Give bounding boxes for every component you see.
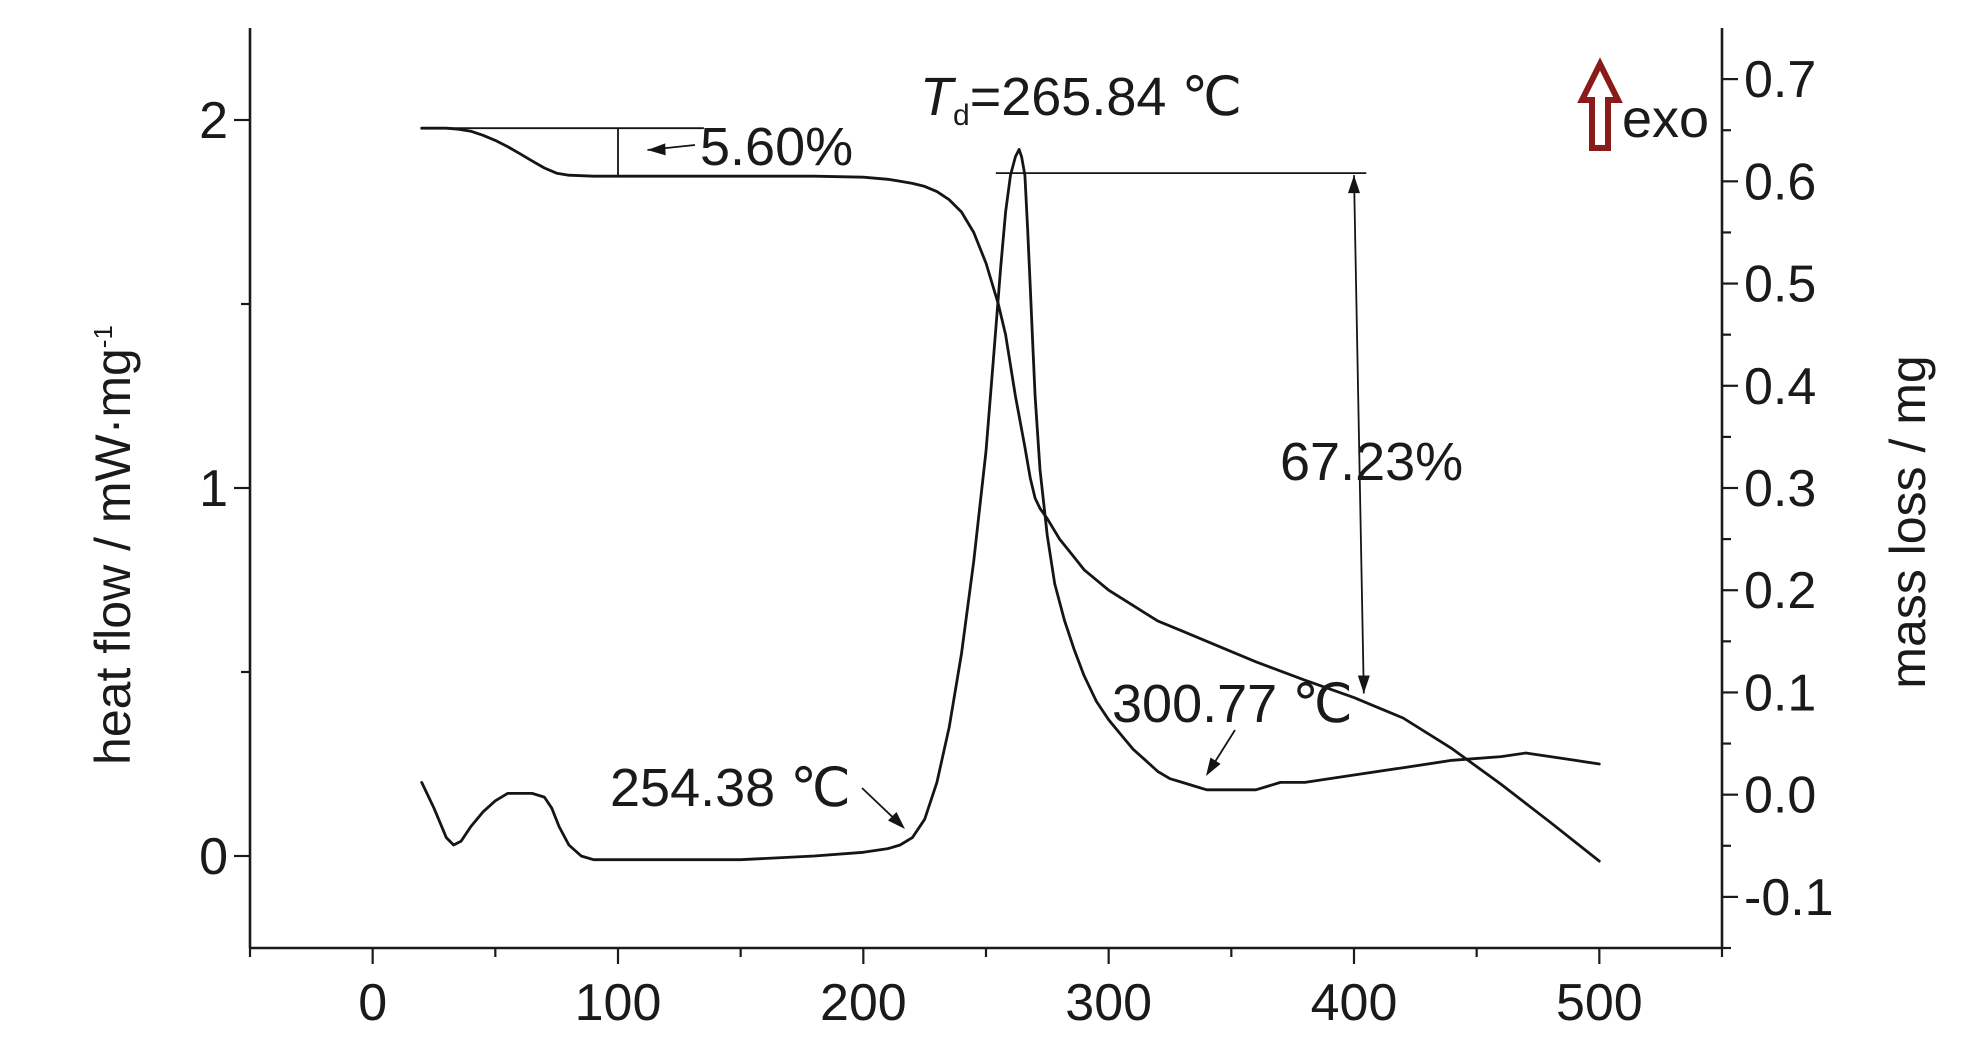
- y-right-tick-label: 0.7: [1744, 51, 1816, 109]
- tg-curve: [420, 126, 1601, 863]
- y-right-tick-label: 0.6: [1744, 153, 1816, 211]
- x-tick-label: 500: [1556, 974, 1643, 1032]
- series: [420, 126, 1601, 863]
- y-right-tick-label: 0.3: [1744, 460, 1816, 518]
- dsc-curve: [420, 147, 1601, 862]
- y-right-tick-label: 0.1: [1744, 664, 1816, 722]
- y-left-tick-label: 0: [199, 828, 228, 886]
- step2-arrowhead-down: [1357, 675, 1370, 694]
- step2-double-arrow: [1353, 175, 1365, 694]
- end-arrowhead: [1206, 757, 1221, 776]
- td-label: Td=265.84 ℃: [920, 67, 1242, 132]
- x-tick-label: 400: [1311, 974, 1398, 1032]
- y-right-tick-label: 0.4: [1744, 358, 1816, 416]
- step2-arrowhead-up: [1348, 175, 1360, 194]
- exo-label: exo: [1622, 89, 1709, 149]
- y-left-tick-label: 1: [199, 460, 228, 518]
- y-left-axis-title: heat flow / mW·mg-1: [85, 325, 141, 765]
- x-tick-label: 300: [1065, 974, 1152, 1032]
- y-left-tick-label: 2: [199, 92, 228, 150]
- ticks: 0 100 200 300 400 500 0 1 2 0.7 0.6 0.5 0.4 0.3 0.2 0.1…: [199, 51, 1834, 1032]
- onset-arrowhead: [888, 812, 905, 829]
- exo-arrow-icon: [1577, 57, 1623, 151]
- y-right-tick-label: 0.2: [1744, 562, 1816, 620]
- x-tick-label: 0: [358, 974, 387, 1032]
- onset-label: 254.38 ℃: [610, 758, 851, 818]
- end-label: 300.77 ℃: [1112, 674, 1353, 734]
- y-right-tick-label: 0.0: [1744, 767, 1816, 825]
- annotations: [421, 127, 1370, 829]
- exo-indicator: exo: [1577, 57, 1709, 151]
- x-tick-label: 100: [575, 974, 662, 1032]
- y-right-tick-label: -0.1: [1744, 869, 1834, 927]
- axes: [248, 28, 1724, 950]
- step1-arrowhead: [647, 143, 666, 156]
- y-right-tick-label: 0.5: [1744, 256, 1816, 314]
- x-tick-label: 200: [820, 974, 907, 1032]
- y-right-axis-title: mass loss / mg: [1880, 355, 1936, 688]
- step2-loss-label: 67.23%: [1280, 432, 1463, 492]
- step1-loss-label: 5.60%: [700, 117, 853, 177]
